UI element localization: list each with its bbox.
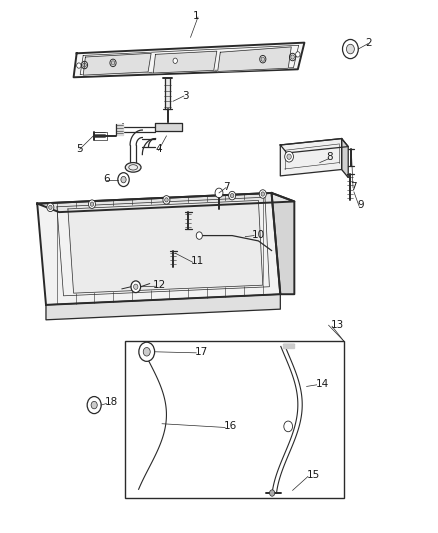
Polygon shape bbox=[83, 53, 151, 75]
Circle shape bbox=[259, 190, 266, 198]
Polygon shape bbox=[283, 344, 294, 348]
Text: 9: 9 bbox=[357, 200, 364, 210]
Circle shape bbox=[49, 205, 52, 209]
Circle shape bbox=[83, 63, 86, 67]
Circle shape bbox=[269, 490, 275, 496]
Circle shape bbox=[291, 55, 294, 59]
Circle shape bbox=[173, 58, 177, 63]
Circle shape bbox=[196, 232, 202, 239]
Polygon shape bbox=[153, 51, 217, 73]
Text: 13: 13 bbox=[331, 320, 344, 330]
Text: 7: 7 bbox=[350, 182, 357, 191]
Text: 1: 1 bbox=[193, 11, 199, 21]
Text: 5: 5 bbox=[77, 144, 83, 154]
Polygon shape bbox=[272, 193, 294, 294]
Polygon shape bbox=[116, 124, 123, 135]
Circle shape bbox=[131, 281, 141, 293]
Circle shape bbox=[77, 63, 81, 68]
Circle shape bbox=[290, 53, 296, 61]
Circle shape bbox=[165, 198, 168, 202]
Text: 6: 6 bbox=[103, 174, 110, 183]
Text: 7: 7 bbox=[223, 182, 230, 191]
Circle shape bbox=[139, 342, 155, 361]
Text: 4: 4 bbox=[155, 144, 162, 154]
Circle shape bbox=[111, 61, 115, 65]
Circle shape bbox=[230, 193, 234, 198]
Polygon shape bbox=[342, 139, 348, 177]
Polygon shape bbox=[155, 123, 182, 131]
Circle shape bbox=[118, 173, 129, 187]
Text: 3: 3 bbox=[182, 91, 188, 101]
Text: 8: 8 bbox=[326, 152, 333, 162]
Text: 10: 10 bbox=[252, 230, 265, 239]
Ellipse shape bbox=[125, 163, 141, 172]
Circle shape bbox=[343, 39, 358, 59]
Polygon shape bbox=[37, 193, 280, 305]
Text: 16: 16 bbox=[223, 422, 237, 431]
Circle shape bbox=[215, 188, 223, 198]
Text: 17: 17 bbox=[195, 347, 208, 357]
Circle shape bbox=[81, 61, 88, 69]
Circle shape bbox=[121, 176, 126, 183]
Polygon shape bbox=[165, 78, 170, 109]
Polygon shape bbox=[74, 43, 304, 77]
Circle shape bbox=[91, 401, 97, 409]
Polygon shape bbox=[280, 139, 342, 176]
Text: 15: 15 bbox=[307, 471, 320, 480]
Circle shape bbox=[284, 421, 293, 432]
Circle shape bbox=[229, 191, 236, 200]
Circle shape bbox=[163, 196, 170, 204]
Circle shape bbox=[134, 284, 138, 289]
Circle shape bbox=[90, 202, 94, 206]
Circle shape bbox=[87, 397, 101, 414]
Polygon shape bbox=[46, 294, 280, 320]
Circle shape bbox=[296, 52, 300, 57]
Circle shape bbox=[88, 200, 95, 208]
Circle shape bbox=[287, 154, 291, 159]
Circle shape bbox=[47, 203, 54, 212]
Circle shape bbox=[260, 55, 266, 63]
Text: 12: 12 bbox=[153, 280, 166, 290]
Text: 14: 14 bbox=[315, 379, 328, 389]
Polygon shape bbox=[218, 47, 291, 71]
Polygon shape bbox=[37, 193, 294, 212]
Polygon shape bbox=[68, 200, 263, 293]
Circle shape bbox=[261, 192, 265, 196]
Circle shape bbox=[346, 44, 354, 54]
Circle shape bbox=[143, 348, 150, 356]
Text: 11: 11 bbox=[191, 256, 204, 266]
Polygon shape bbox=[280, 139, 348, 153]
Bar bbox=[125, 341, 344, 498]
Text: 2: 2 bbox=[366, 38, 372, 47]
Text: 18: 18 bbox=[105, 398, 118, 407]
Circle shape bbox=[285, 151, 293, 162]
Circle shape bbox=[110, 59, 116, 67]
Circle shape bbox=[261, 57, 265, 61]
